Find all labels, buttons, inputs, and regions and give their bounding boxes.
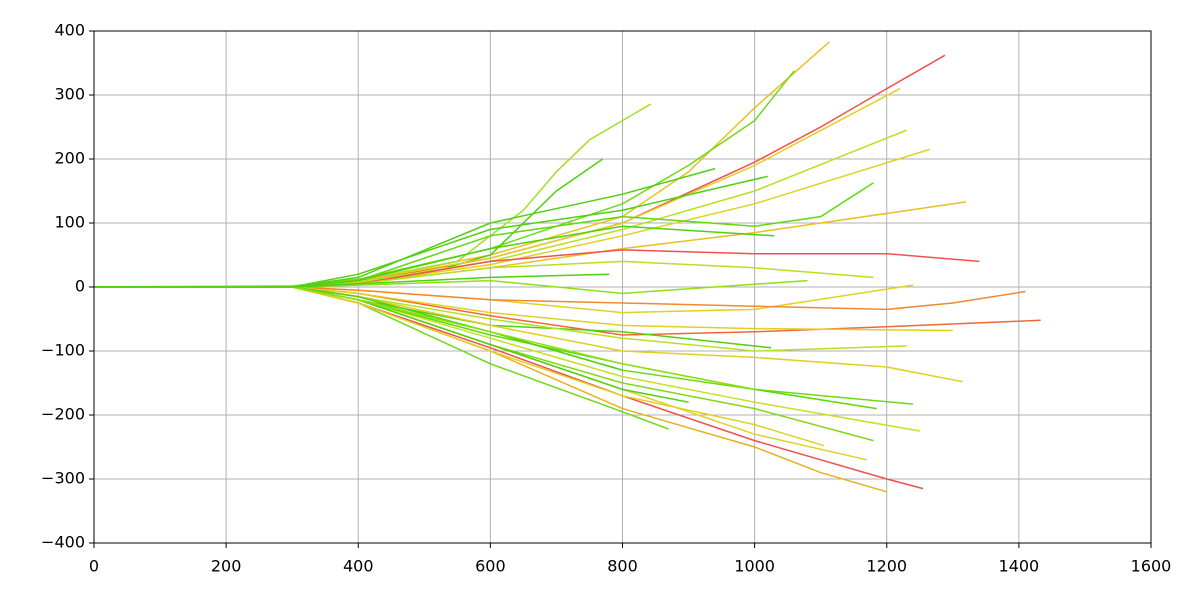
line xyxy=(94,87,901,288)
line xyxy=(94,286,1026,311)
x-tick-label: 1000 xyxy=(734,557,775,576)
y-tick-label: 300 xyxy=(54,85,85,104)
x-tick-label: 1400 xyxy=(999,557,1040,576)
line xyxy=(94,286,1041,336)
plot-frame xyxy=(93,30,1152,544)
x-tick-label: 800 xyxy=(607,557,638,576)
y-tick-label: −200 xyxy=(41,405,85,424)
y-tick-label: 200 xyxy=(54,149,85,168)
y-tick-label: −300 xyxy=(41,469,85,488)
x-tick-label: 0 xyxy=(89,557,99,576)
x-tick-label: 1200 xyxy=(866,557,907,576)
line xyxy=(94,286,868,461)
y-tick-label: −100 xyxy=(41,341,85,360)
y-tick-label: 0 xyxy=(75,277,85,296)
y-tick-label: −400 xyxy=(41,533,85,552)
line xyxy=(94,225,775,288)
line xyxy=(94,54,946,288)
line xyxy=(94,273,610,288)
y-tick-label: 400 xyxy=(54,21,85,40)
y-tick-label: 100 xyxy=(54,213,85,232)
x-tick-label: 1600 xyxy=(1131,557,1172,576)
line xyxy=(94,286,874,442)
line xyxy=(94,286,877,410)
line xyxy=(94,41,830,288)
x-tick-label: 200 xyxy=(211,557,242,576)
line xyxy=(94,129,907,288)
line xyxy=(94,70,795,288)
x-tick-label: 600 xyxy=(475,557,506,576)
line xyxy=(94,286,924,490)
line xyxy=(93,103,652,288)
line xyxy=(94,284,914,314)
x-tick-label: 400 xyxy=(343,557,374,576)
line xyxy=(94,249,980,288)
